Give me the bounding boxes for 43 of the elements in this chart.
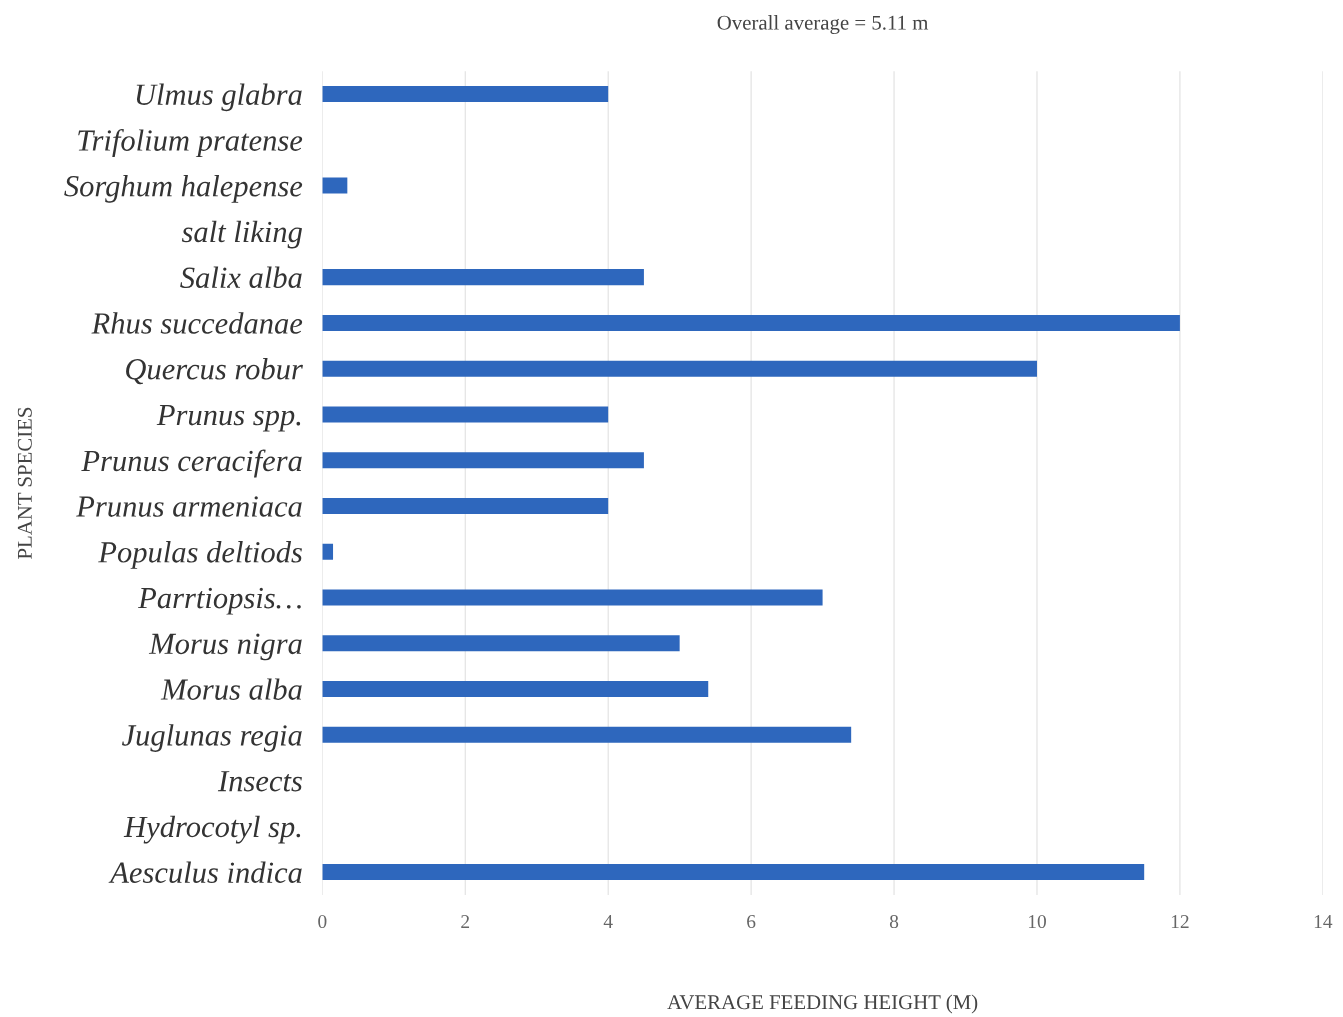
bar: [322, 452, 644, 469]
x-axis-title: AVERAGE FEEDING HEIGHT (M): [667, 994, 978, 1014]
y-tick-label: Salix alba: [180, 266, 302, 289]
bar: [322, 635, 680, 652]
y-tick-label: Trifolium pratense: [78, 129, 303, 158]
y-tick-label: Juglunas regia: [122, 724, 302, 752]
bar: [322, 543, 334, 560]
x-tick-label: 12: [1171, 915, 1189, 928]
bar: [322, 589, 823, 606]
y-tick-label: Morus alba: [160, 678, 302, 700]
x-tick-label: 10: [1028, 914, 1046, 929]
x-tick-label: 8: [889, 914, 899, 929]
y-tick-label: Prunus spp.: [156, 405, 301, 432]
y-tick-label: Hydrocotyl sp.: [123, 815, 301, 844]
x-tick-label: 4: [603, 915, 613, 928]
y-axis-title: PLANT SPECIES: [17, 407, 32, 559]
bar: [322, 406, 609, 423]
bar: [322, 314, 1180, 331]
y-tick-label: Populas deltiods: [98, 541, 302, 569]
y-tick-label: Sorghum halepense: [64, 175, 303, 203]
y-tick-label: Quercus robur: [126, 358, 303, 385]
y-tick-label: Aesculus indica: [108, 861, 302, 884]
y-tick-label: Insects: [217, 771, 302, 792]
bar: [322, 497, 609, 514]
bar: [322, 269, 644, 286]
bar: [322, 681, 709, 698]
bar: [322, 726, 852, 743]
y-tick-label: Prunus ceracifera: [81, 449, 302, 478]
bar: [322, 360, 1037, 377]
x-tick-label: 14: [1314, 915, 1333, 928]
y-tick-label: Ulmus glabra: [136, 83, 302, 112]
y-tick-label: Prunus armeniaca: [76, 496, 302, 517]
x-tick-label: 2: [461, 915, 470, 928]
x-tick-label: 0: [318, 914, 327, 929]
bar: [322, 864, 1145, 881]
y-tick-label: salt liking: [181, 220, 302, 249]
y-tick-label: Rhus succedanae: [91, 312, 303, 334]
chart-title: Overall average = 5.11 m: [717, 15, 929, 35]
x-tick-label: 6: [747, 915, 756, 929]
y-tick-label: Parrtiopsis…: [138, 587, 301, 615]
bar: [322, 86, 609, 103]
bar: [322, 177, 348, 194]
y-tick-label: Morus nigra: [148, 633, 302, 661]
